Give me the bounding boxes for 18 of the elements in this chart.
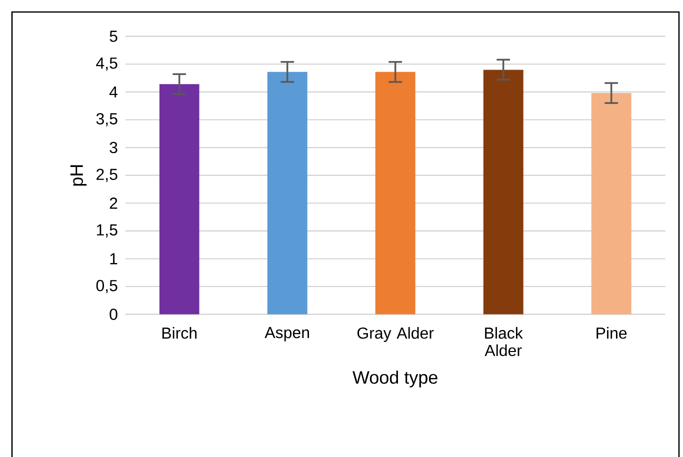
x-tick-label: Aspen xyxy=(264,327,309,342)
y-tick-label: 1,5 xyxy=(96,224,118,238)
x-tick-label: Black Alder xyxy=(484,327,523,356)
y-tick-label: 5 xyxy=(110,30,118,42)
x-tick-label: Birch xyxy=(162,327,197,339)
x-tick-label: Pine xyxy=(596,327,627,339)
y-axis-title: pH xyxy=(70,165,87,186)
x-axis-title: Wood type xyxy=(352,370,438,388)
y-tick-label: 4,5 xyxy=(96,58,118,71)
y-tick-label: 4 xyxy=(109,86,118,98)
y-tick-label: 0 xyxy=(110,308,118,320)
y-tick-label: 2,5 xyxy=(96,168,118,182)
y-tick-label: 0,5 xyxy=(96,280,118,294)
y-tick-label: 3 xyxy=(110,142,118,154)
x-tick-label: Gray Alder xyxy=(357,327,434,342)
y-tick-label: 3,5 xyxy=(96,113,118,126)
y-tick-label: 2 xyxy=(110,198,118,209)
y-tick-label: 1 xyxy=(110,253,118,264)
